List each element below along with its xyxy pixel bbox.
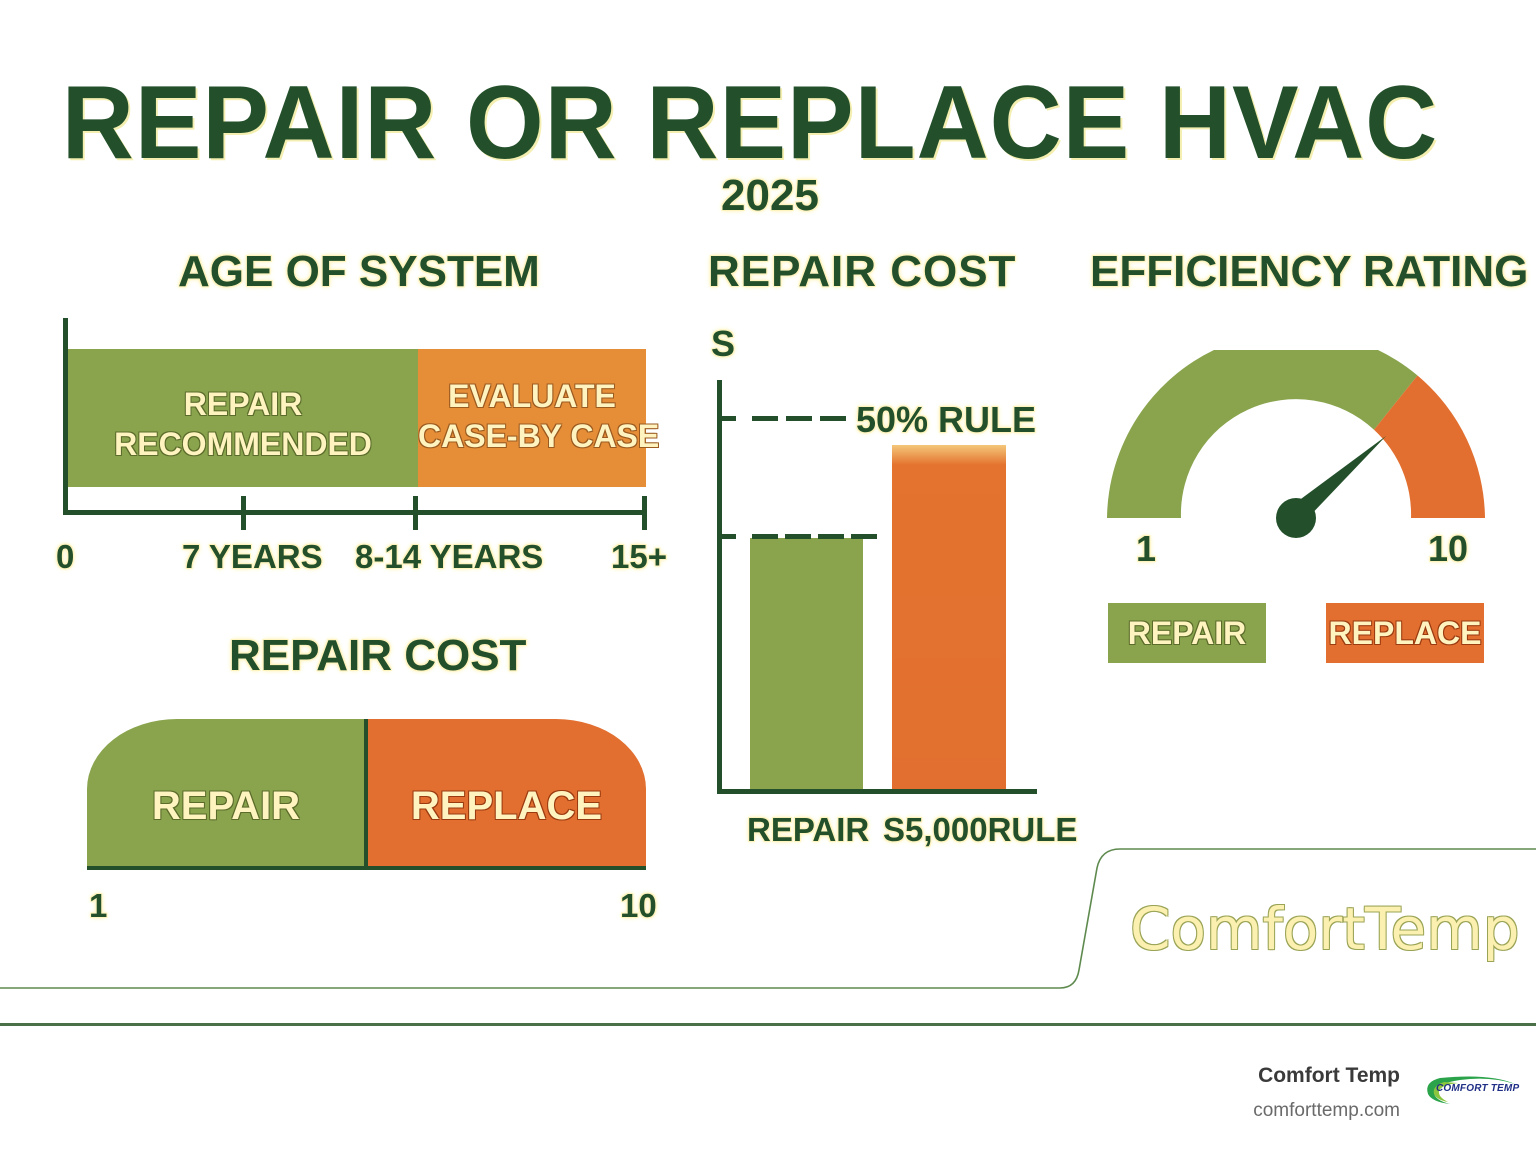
age-segment-evaluate xyxy=(418,349,646,487)
bar-y-tick xyxy=(722,534,736,539)
cost-scale-baseline xyxy=(87,866,646,870)
page-subtitle-year: 2025 xyxy=(721,171,819,220)
age-x-axis xyxy=(63,510,647,515)
company-logo: COMFORT TEMP xyxy=(1420,1072,1530,1112)
cost-scale-replace-block xyxy=(367,719,646,868)
age-tick-8-14 xyxy=(413,496,418,530)
logo-swoosh-icon xyxy=(1427,1076,1515,1104)
repair-line-dash xyxy=(752,534,778,539)
gauge-repair-arc xyxy=(1107,350,1418,518)
age-axis-label: 15+ xyxy=(611,538,667,575)
age-axis-label: 7 YEARS xyxy=(182,538,323,575)
age-repair-label-line1: REPAIR xyxy=(183,386,303,422)
bar-y-axis xyxy=(717,380,722,794)
brand-panel-outline xyxy=(0,848,1536,989)
rule-line-dash xyxy=(752,416,778,421)
gauge-dial xyxy=(1107,350,1485,538)
bar-category-label: REPAIR xyxy=(747,811,870,848)
age-tick-7 xyxy=(241,496,246,530)
footer-company-name: Comfort Temp xyxy=(1258,1064,1400,1087)
repair-line-dash xyxy=(851,534,877,539)
footer-url[interactable]: comforttemp.com xyxy=(1253,1100,1400,1121)
cost-scale-max-label: 10 xyxy=(620,887,657,924)
cost-scale-divider xyxy=(364,719,368,868)
legend-repair: REPAIR xyxy=(1108,603,1266,663)
bar-x-axis xyxy=(717,789,1037,794)
age-axis-label: 8-14 YEARS xyxy=(355,538,544,575)
repair-cost-scale-title: REPAIR COST xyxy=(229,631,527,680)
age-of-system-title: AGE OF SYSTEM xyxy=(178,247,540,296)
bar-repair xyxy=(750,538,863,789)
legend-repair-label: REPAIR xyxy=(1127,615,1247,651)
footer-divider xyxy=(0,1023,1536,1026)
bar-y-tick xyxy=(722,416,736,421)
legend-replace-label: REPLACE xyxy=(1328,615,1482,651)
gauge-hub xyxy=(1276,498,1316,538)
cost-scale-min-label: 1 xyxy=(89,887,108,924)
age-segment-repair xyxy=(68,349,418,487)
rule-line-dash xyxy=(786,416,812,421)
age-y-axis xyxy=(63,318,68,514)
legend-replace: REPLACE xyxy=(1326,603,1484,663)
gauge-max-label: 10 xyxy=(1428,528,1469,569)
repair-cost-bar-title: REPAIR COST xyxy=(708,247,1017,296)
gauge-replace-arc xyxy=(1374,375,1485,518)
gauge-needle xyxy=(1286,436,1386,522)
page-title: REPAIR OR REPLACE HVAC xyxy=(61,65,1439,181)
bar-category-label: S5,000RULE xyxy=(883,811,1078,848)
age-evaluate-label-line1: EVALUATE xyxy=(448,378,616,414)
bar-y-axis-label: S xyxy=(711,323,736,364)
age-axis-label: 0 xyxy=(56,538,75,575)
cost-scale-repair-label: REPAIR xyxy=(151,784,301,828)
cost-scale-repair-block xyxy=(87,719,365,868)
fifty-percent-rule-label: 50% RULE xyxy=(856,399,1037,440)
age-repair-label: REPAIR RECOMMENDED xyxy=(68,384,418,464)
repair-line-dash xyxy=(785,534,811,539)
rule-line-dash xyxy=(820,416,846,421)
age-repair-label-line2: RECOMMENDED xyxy=(114,426,372,462)
cost-scale-replace-label: REPLACE xyxy=(410,784,603,828)
age-evaluate-label: EVALUATE CASE-BY CASE xyxy=(418,376,660,456)
brand-wordmark: ComfortTemp xyxy=(1130,895,1520,963)
repair-line-dash xyxy=(818,534,844,539)
age-evaluate-label-line2: CASE-BY CASE xyxy=(418,418,660,454)
logo-text: COMFORT TEMP xyxy=(1436,1083,1520,1094)
age-tick-15 xyxy=(642,496,647,530)
bar-replace xyxy=(892,445,1006,789)
efficiency-rating-title: EFFICIENCY RATING xyxy=(1090,247,1529,296)
gauge-min-label: 1 xyxy=(1136,528,1157,569)
